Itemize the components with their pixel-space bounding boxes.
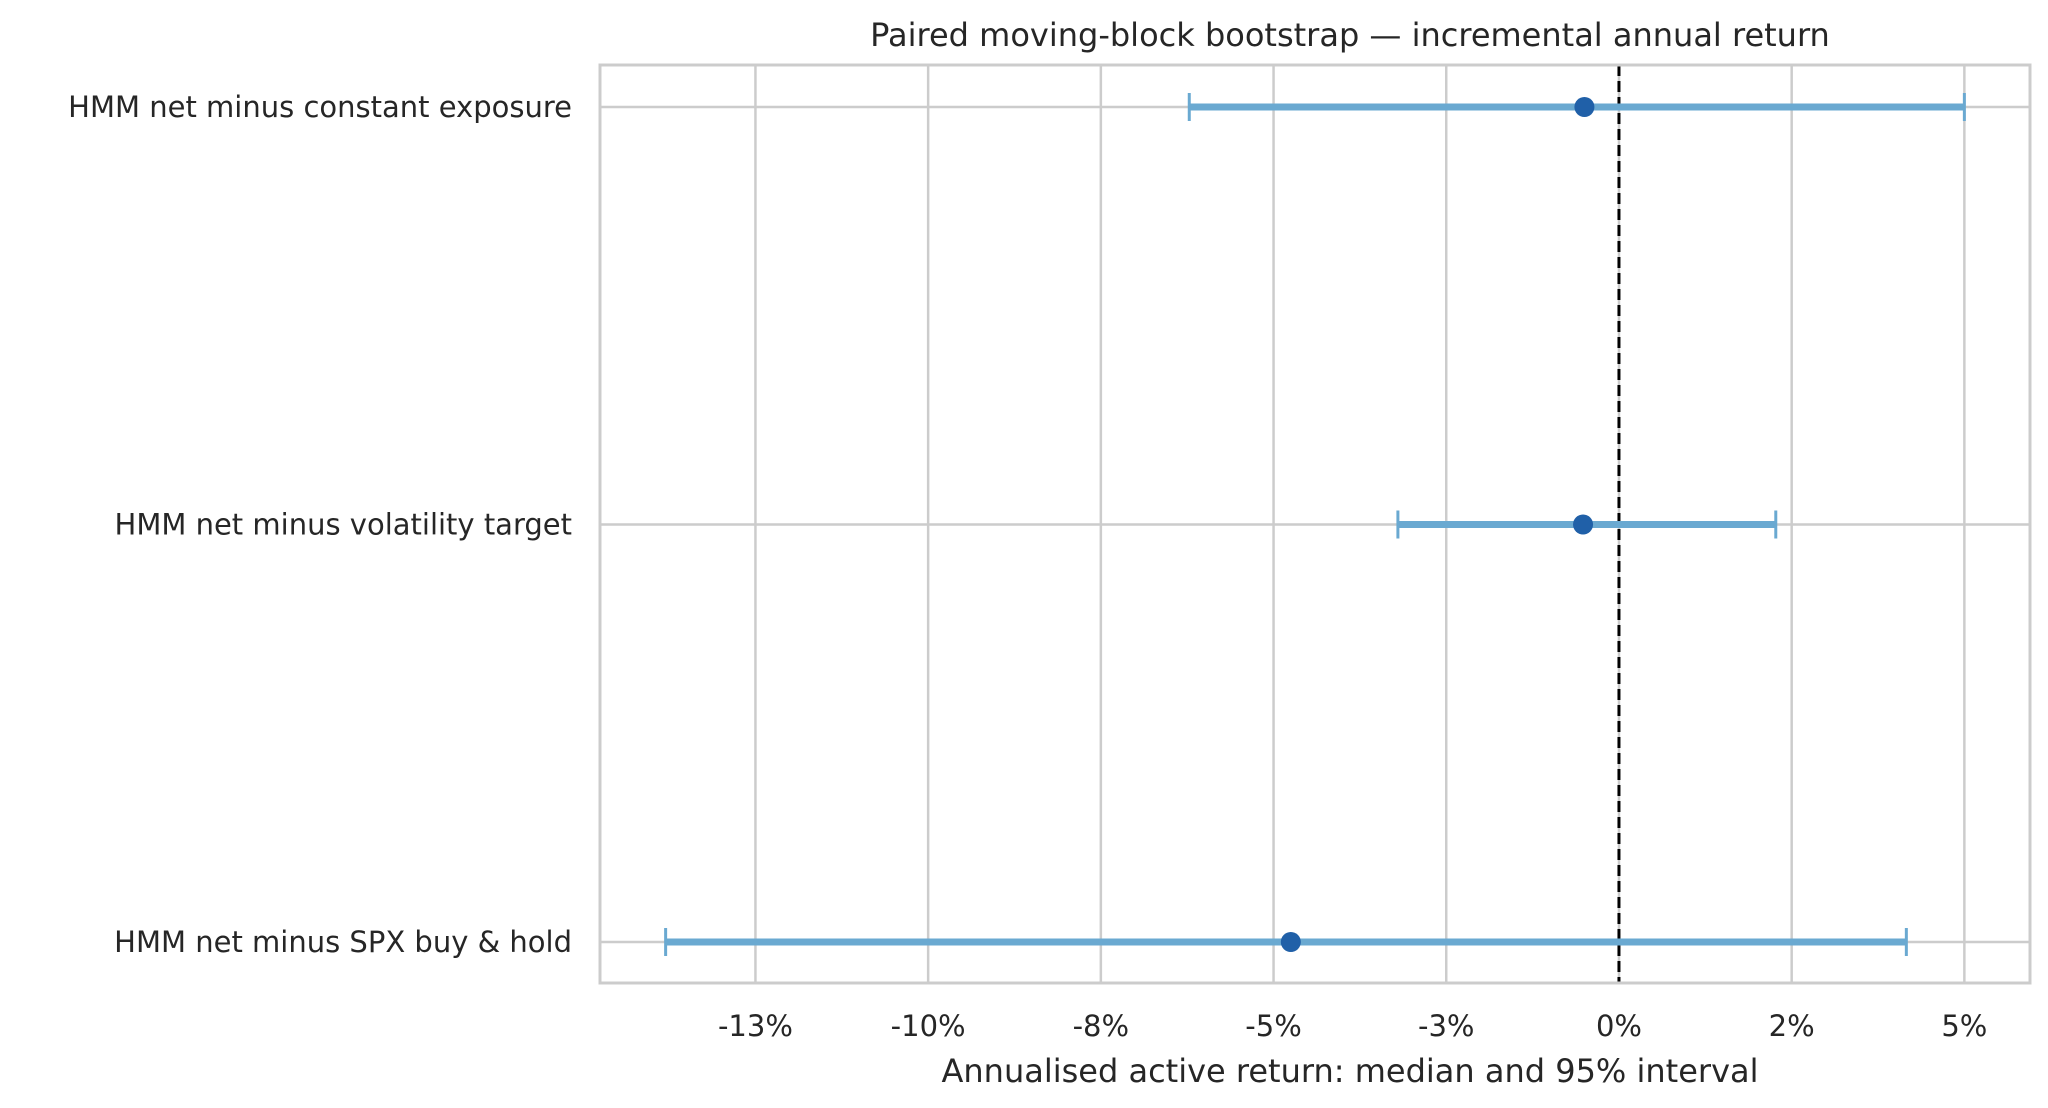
grid-layer	[600, 65, 2030, 983]
median-point	[1573, 514, 1594, 535]
category-label: HMM net minus volatility target	[115, 508, 572, 542]
median-point	[1574, 97, 1595, 117]
interval-row	[1187, 93, 1966, 121]
x-tick-label: -3%	[1418, 1009, 1474, 1043]
median-point	[1280, 932, 1301, 952]
x-tick-label: 2%	[1769, 1009, 1815, 1043]
x-tick-labels: -13% -10% -8% -5% -3% 0% 2% 5%	[718, 1009, 1987, 1043]
series-layer	[664, 93, 1966, 956]
category-label: HMM net minus SPX buy & hold	[114, 925, 572, 959]
x-tick-label: -13%	[718, 1009, 793, 1043]
plot-frame	[598, 63, 2032, 985]
x-tick-label: -10%	[891, 1009, 966, 1043]
x-tick-label: 5%	[1941, 1009, 1987, 1043]
x-tick-label: -8%	[1073, 1009, 1129, 1043]
interval-row	[664, 928, 1908, 956]
x-tick-label: 0%	[1596, 1009, 1642, 1043]
category-labels: HMM net minus constant exposure HMM net m…	[68, 90, 572, 959]
x-tick-label: -5%	[1245, 1009, 1301, 1043]
x-axis-label: Annualised active return: median and 95%…	[942, 1052, 1759, 1090]
interval-row	[1396, 510, 1778, 539]
chart-title: Paired moving-block bootstrap — incremen…	[870, 16, 1830, 54]
category-label: HMM net minus constant exposure	[68, 90, 572, 124]
